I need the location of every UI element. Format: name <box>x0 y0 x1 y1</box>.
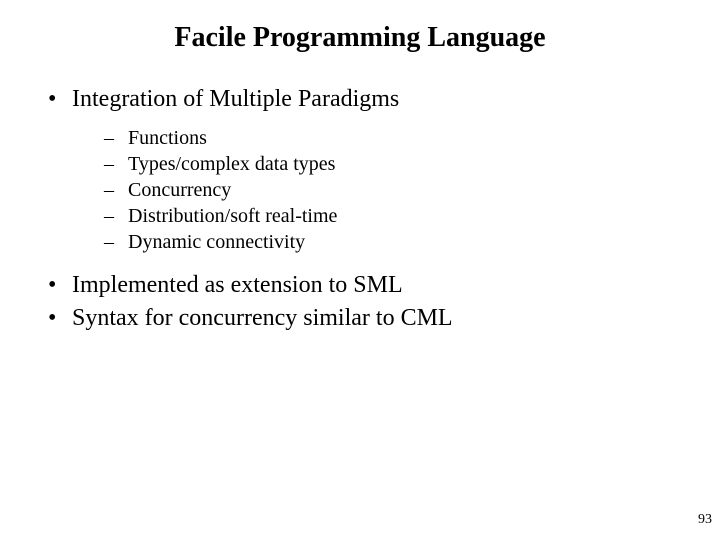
sub-item: Distribution/soft real-time <box>104 205 700 228</box>
sub-item: Types/complex data types <box>104 153 700 176</box>
sub-text: Types/complex data types <box>128 153 335 175</box>
sub-text: Dynamic connectivity <box>128 231 305 253</box>
sub-text: Functions <box>128 127 207 149</box>
bullet-text: Integration of Multiple Paradigms <box>72 86 399 112</box>
slide-container: Facile Programming Language Integration … <box>0 0 720 540</box>
slide-title: Facile Programming Language <box>20 22 700 54</box>
bullet-item: Syntax for concurrency similar to CML <box>48 305 700 332</box>
sub-text: Distribution/soft real-time <box>128 205 337 227</box>
bullet-item: Integration of Multiple Paradigms Functi… <box>48 86 700 254</box>
sub-item: Functions <box>104 127 700 150</box>
sub-list: Functions Types/complex data types Concu… <box>72 127 700 254</box>
sub-item: Dynamic connectivity <box>104 231 700 254</box>
bullet-list: Integration of Multiple Paradigms Functi… <box>20 86 700 332</box>
page-number: 93 <box>698 512 712 528</box>
bullet-text: Implemented as extension to SML <box>72 272 403 298</box>
sub-item: Concurrency <box>104 179 700 202</box>
sub-text: Concurrency <box>128 179 231 201</box>
bullet-text: Syntax for concurrency similar to CML <box>72 305 453 331</box>
bullet-item: Implemented as extension to SML <box>48 272 700 299</box>
